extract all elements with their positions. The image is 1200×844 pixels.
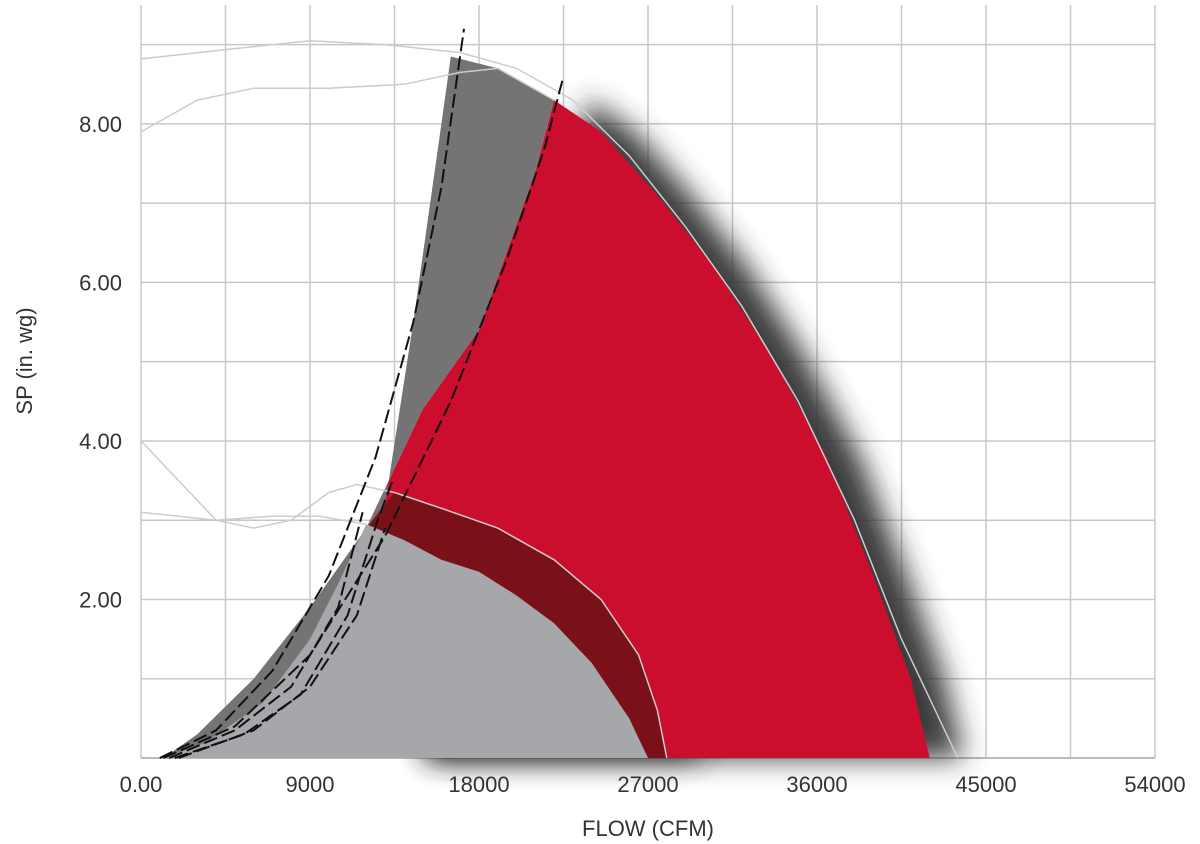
x-tick-label: 0.00 bbox=[120, 772, 163, 797]
x-tick-label: 9000 bbox=[286, 772, 335, 797]
fan-curve-outline-5 bbox=[394, 491, 668, 759]
x-tick-label: 54000 bbox=[1124, 772, 1185, 797]
system-curves bbox=[159, 28, 565, 759]
system-curve-3 bbox=[168, 512, 364, 759]
fan-curve-outline-1 bbox=[140, 39, 959, 759]
x-tick-label: 27000 bbox=[617, 772, 678, 797]
y-tick-label: 2.00 bbox=[79, 587, 122, 612]
y-tick-label: 6.00 bbox=[79, 270, 122, 295]
fan-curve-outline-3 bbox=[140, 440, 395, 529]
large-fan-low-flow-region bbox=[163, 56, 555, 758]
fan-curve-outline-2 bbox=[140, 67, 555, 133]
fan-curve-outline-4 bbox=[140, 511, 367, 525]
system-curve-2 bbox=[163, 76, 565, 759]
y-tick-label: 8.00 bbox=[79, 112, 122, 137]
outline-curves bbox=[140, 39, 959, 759]
y-tick-label: 4.00 bbox=[79, 429, 122, 454]
x-tick-label: 45000 bbox=[955, 772, 1016, 797]
y-axis-title: SP (in. wg) bbox=[12, 307, 37, 414]
x-tick-label: 36000 bbox=[786, 772, 847, 797]
system-curve-5 bbox=[178, 527, 387, 759]
performance-regions bbox=[163, 56, 930, 759]
system-curve-1 bbox=[159, 28, 465, 759]
tick-labels: 0.00 9000 18000 27000 36000 45000 54000 2.00 4.0… bbox=[79, 112, 1185, 797]
x-tick-label: 18000 bbox=[448, 772, 509, 797]
x-axis-title: FLOW (CFM) bbox=[582, 816, 714, 841]
small-fan-performance-region bbox=[163, 524, 648, 758]
